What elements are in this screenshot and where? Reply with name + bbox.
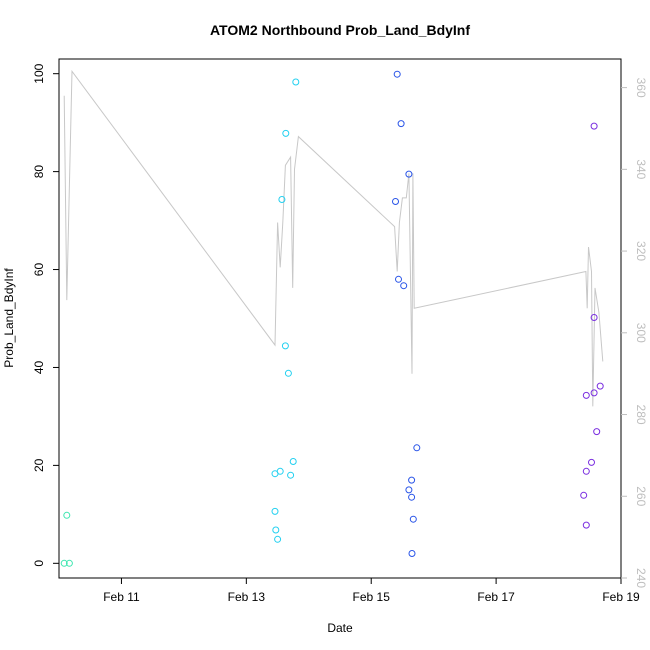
data-point: [60, 559, 68, 567]
data-point: [65, 559, 73, 567]
data-point: [287, 471, 295, 479]
y-axis-left: 0 20 40 60 80 100: [32, 63, 59, 567]
data-point: [590, 389, 598, 397]
y-tick-label: 100: [32, 63, 46, 83]
data-point: [271, 507, 279, 515]
data-point: [278, 196, 286, 203]
data-point: [593, 428, 601, 436]
data-point: [400, 282, 408, 290]
y-tick-label: 60: [32, 263, 46, 277]
data-point: [397, 120, 405, 128]
y-axis-right: 240 260 280 300 320 340 360: [621, 78, 648, 588]
data-point: [409, 515, 417, 523]
data-point: [408, 476, 416, 484]
y2-tick-label: 340: [634, 159, 648, 179]
y-tick-label: 80: [32, 165, 46, 179]
y2-tick-label: 300: [634, 323, 648, 343]
x-axis-label: Date: [327, 621, 353, 635]
data-point: [590, 122, 598, 130]
y-tick-label: 40: [32, 360, 46, 374]
y2-tick-label: 280: [634, 405, 648, 425]
data-point: [580, 491, 588, 499]
data-point: [292, 78, 300, 86]
x-tick-label: Feb 19: [602, 590, 640, 604]
data-point: [274, 535, 282, 543]
chart-title: ATOM2 Northbound Prob_Land_BdyInf: [210, 22, 470, 38]
plot-frame: [58, 58, 622, 579]
data-point: [405, 486, 413, 494]
data-point: [272, 526, 280, 534]
data-point: [582, 467, 590, 475]
data-point: [276, 467, 284, 475]
data-point: [395, 275, 402, 283]
y2-tick-label: 320: [634, 241, 648, 261]
data-point: [413, 444, 421, 452]
y2-tick-label: 240: [634, 568, 648, 588]
data-point: [596, 382, 604, 390]
y2-tick-label: 260: [634, 486, 648, 506]
data-point: [289, 458, 297, 465]
data-point: [393, 70, 401, 78]
right-axis-line-series: [63, 69, 604, 407]
data-point: [582, 391, 590, 399]
data-point: [392, 198, 399, 205]
data-point: [405, 170, 413, 178]
x-axis: Feb 11 Feb 13 Feb 15 Feb 17 Feb 19: [103, 578, 640, 604]
x-tick-label: Feb 11: [103, 590, 140, 604]
data-point: [408, 493, 416, 501]
data-point: [63, 511, 71, 519]
y2-tick-label: 360: [634, 78, 648, 98]
data-point: [588, 458, 595, 466]
y-tick-label: 20: [32, 458, 46, 472]
y-tick-label: 0: [32, 560, 46, 567]
x-tick-label: Feb 15: [353, 590, 391, 604]
y-axis-label: Prob_Land_BdyInf: [2, 268, 16, 368]
data-point: [281, 342, 289, 350]
x-tick-label: Feb 17: [477, 590, 515, 604]
series-line: [63, 69, 604, 407]
data-point: [284, 369, 292, 377]
data-point: [282, 129, 290, 137]
data-point: [582, 521, 590, 529]
data-point: [590, 314, 598, 321]
scatter-points: [60, 70, 604, 567]
data-point: [408, 550, 416, 557]
x-tick-label: Feb 13: [228, 590, 266, 604]
